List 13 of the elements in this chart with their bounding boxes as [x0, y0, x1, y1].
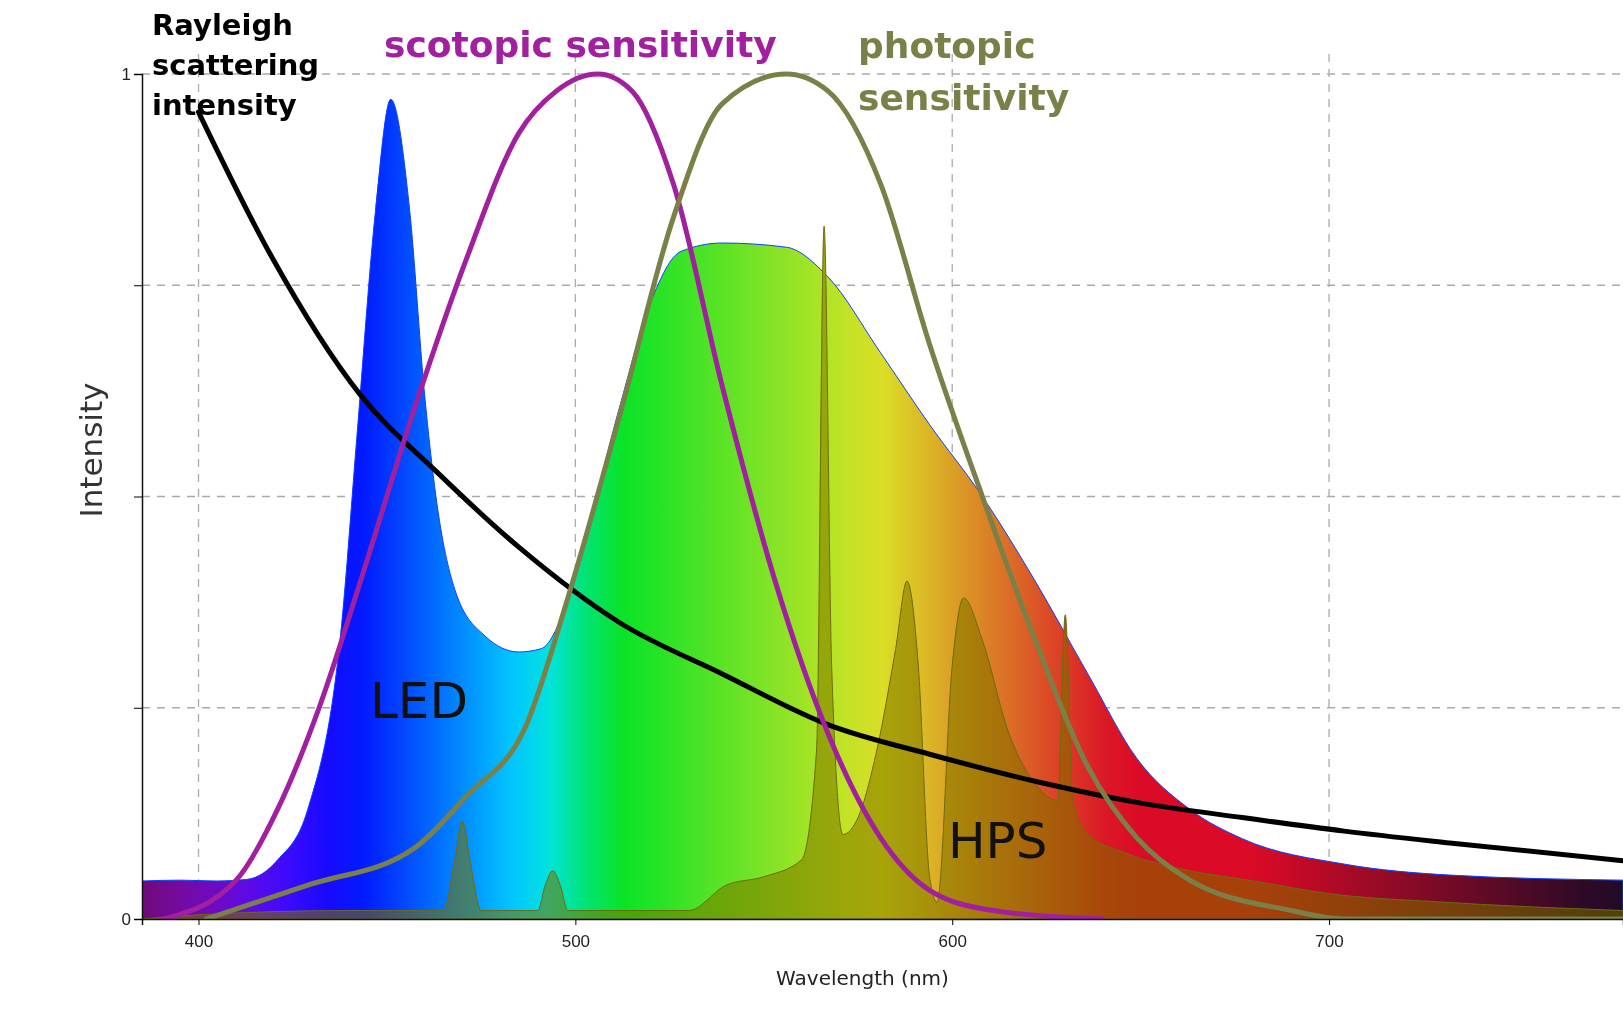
series-label: scotopic sensitivity	[384, 24, 777, 65]
series-label: Rayleigh scattering intensity	[152, 8, 320, 122]
x-tick-label: 600	[938, 931, 967, 951]
series-label: LED	[370, 672, 468, 730]
x-tick-label: 700	[1315, 931, 1344, 951]
x-tick-label: 400	[184, 931, 214, 951]
series-label: photopic sensitivity	[858, 25, 1070, 118]
y-tick-label: 1	[121, 64, 131, 84]
x-axis-title: Wavelength (nm)	[776, 966, 949, 990]
y-axis-title: Intensity	[73, 382, 109, 518]
x-tick-label: 500	[561, 931, 591, 951]
y-tick-label: 0	[121, 909, 131, 929]
series-label: HPS	[948, 812, 1048, 870]
